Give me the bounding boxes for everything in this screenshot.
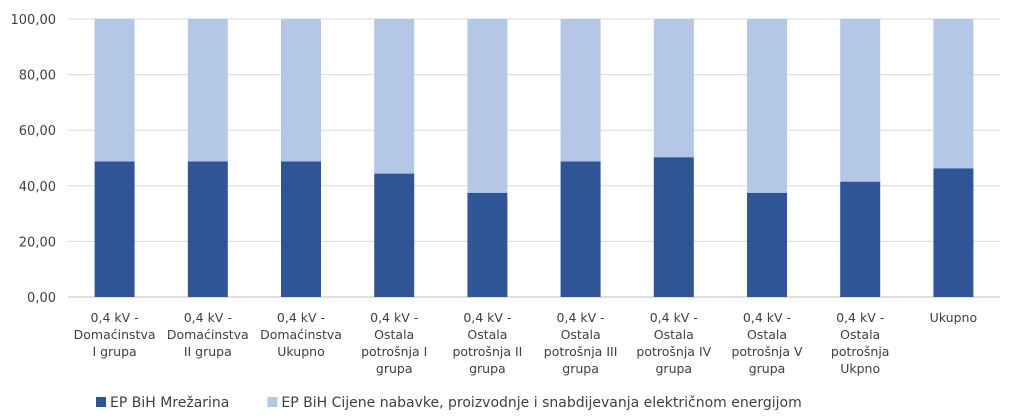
x-category-label-line: potrošnja bbox=[831, 344, 890, 359]
bar-segment-series-1 bbox=[374, 19, 415, 174]
x-category-label-line: grupa bbox=[749, 361, 786, 376]
y-tick-label: 0,00 bbox=[27, 291, 56, 306]
x-category-label-line: Ostala bbox=[654, 327, 694, 342]
x-category-label-line: Ostala bbox=[561, 327, 601, 342]
bar-segment-series-1 bbox=[281, 19, 321, 162]
x-category-label-line: grupa bbox=[656, 361, 693, 376]
legend: EP BiH Mrežarina EP BiH Cijene nabavke, p… bbox=[96, 395, 802, 411]
bar-segment-series-0 bbox=[840, 181, 881, 297]
bar-segment-series-1 bbox=[187, 19, 228, 162]
y-tick-label: 100,00 bbox=[11, 13, 57, 28]
x-category-label-line: grupa bbox=[469, 361, 506, 376]
x-category-label-line: potrošnja V bbox=[731, 344, 803, 359]
x-category-label-line: 0,4 kV - bbox=[557, 310, 605, 325]
bar-segment-series-1 bbox=[94, 19, 135, 162]
x-category-label-line: potrošnja III bbox=[544, 344, 618, 359]
x-category-label-line: Ostala bbox=[747, 327, 787, 342]
x-category-label-line: Ostala bbox=[374, 327, 414, 342]
x-category-label-line: 0,4 kV - bbox=[277, 310, 325, 325]
bar-segment-series-0 bbox=[933, 168, 974, 297]
x-category-label: 0,4 kV - Ostala potrošnja V grupa bbox=[731, 310, 803, 376]
bar-segment-series-1 bbox=[840, 19, 881, 182]
legend-label-series-0: EP BiH Mrežarina bbox=[110, 395, 229, 411]
x-category-label: 0,4 kV - Domaćinstva I grupa bbox=[74, 310, 156, 359]
bar-segment-series-1 bbox=[467, 19, 508, 193]
x-category-label-line: Ukupno bbox=[277, 344, 324, 359]
x-category-label-line: 0,4 kV - bbox=[743, 310, 791, 325]
x-category-label: 0,4 kV - Ostala potrošnja II grupa bbox=[452, 310, 522, 376]
x-category-label-line: potrošnja II bbox=[452, 344, 522, 359]
bar-segment-series-1 bbox=[653, 19, 694, 158]
legend-swatch-series-0 bbox=[96, 397, 106, 407]
x-category-label-line: 0,4 kV - bbox=[836, 310, 884, 325]
x-category-label-line: Ukpno bbox=[840, 361, 880, 376]
bar-segment-series-0 bbox=[281, 161, 321, 297]
x-category-label-line: grupa bbox=[562, 361, 599, 376]
y-tick-label: 80,00 bbox=[19, 69, 56, 84]
x-category-label: 0,4 kV - Ostala potrošnja I grupa bbox=[361, 310, 427, 376]
x-category-label: 0,4 kV - Ostala potrošnja III grupa bbox=[544, 310, 618, 376]
bar-segment-series-0 bbox=[467, 192, 508, 297]
x-category-label-line: Ukupno bbox=[930, 310, 977, 325]
x-category-label-line: Ostala bbox=[467, 327, 507, 342]
bar-segment-series-0 bbox=[94, 161, 135, 297]
y-tick-label: 40,00 bbox=[19, 180, 56, 195]
y-axis-ticks: 0,00 20,00 40,00 60,00 80,00 100,00 bbox=[11, 13, 57, 306]
bar-segment-series-1 bbox=[560, 19, 601, 162]
x-category-label-line: Domaćinstva bbox=[260, 327, 342, 342]
bar-segment-series-0 bbox=[187, 161, 228, 297]
x-category-label-line: grupa bbox=[376, 361, 413, 376]
legend-label-series-1: EP BiH Cijene nabavke, proizvodnje i sna… bbox=[281, 395, 801, 411]
bar-segment-series-0 bbox=[374, 173, 415, 297]
x-category-label-line: 0,4 kV - bbox=[91, 310, 139, 325]
x-category-label-line: 0,4 kV - bbox=[463, 310, 511, 325]
x-category-label-line: I grupa bbox=[92, 344, 136, 359]
x-category-label-line: Ostala bbox=[840, 327, 880, 342]
bar-segment-series-1 bbox=[747, 19, 787, 193]
bar-segment-series-0 bbox=[653, 157, 694, 297]
x-category-label-line: potrošnja IV bbox=[636, 344, 711, 359]
bar-segment-series-0 bbox=[560, 161, 601, 297]
x-category-label-line: potrošnja I bbox=[361, 344, 427, 359]
x-category-label: 0,4 kV - Domaćinstva II grupa bbox=[167, 310, 249, 359]
x-category-label-line: 0,4 kV - bbox=[370, 310, 418, 325]
x-category-label-line: II grupa bbox=[184, 344, 232, 359]
x-category-label-line: 0,4 kV - bbox=[184, 310, 232, 325]
x-category-label: Ukupno bbox=[930, 310, 977, 325]
y-tick-label: 20,00 bbox=[19, 235, 56, 250]
x-category-label-line: Domaćinstva bbox=[167, 327, 249, 342]
legend-swatch-series-1 bbox=[267, 397, 278, 407]
x-axis-labels: 0,4 kV - Domaćinstva I grupa 0,4 kV - Domaći… bbox=[74, 310, 977, 376]
x-category-label: 0,4 kV - Ostala potrošnja IV grupa bbox=[636, 310, 711, 376]
y-tick-label: 60,00 bbox=[19, 124, 56, 139]
bar-segment-series-1 bbox=[933, 19, 974, 169]
x-category-label: 0,4 kV - Ostala potrošnja Ukpno bbox=[831, 310, 890, 376]
x-category-label: 0,4 kV - Domaćinstva Ukupno bbox=[260, 310, 342, 359]
x-category-label-line: 0,4 kV - bbox=[650, 310, 698, 325]
bars bbox=[94, 19, 974, 297]
bar-segment-series-0 bbox=[747, 192, 787, 297]
x-category-label-line: Domaćinstva bbox=[74, 327, 156, 342]
